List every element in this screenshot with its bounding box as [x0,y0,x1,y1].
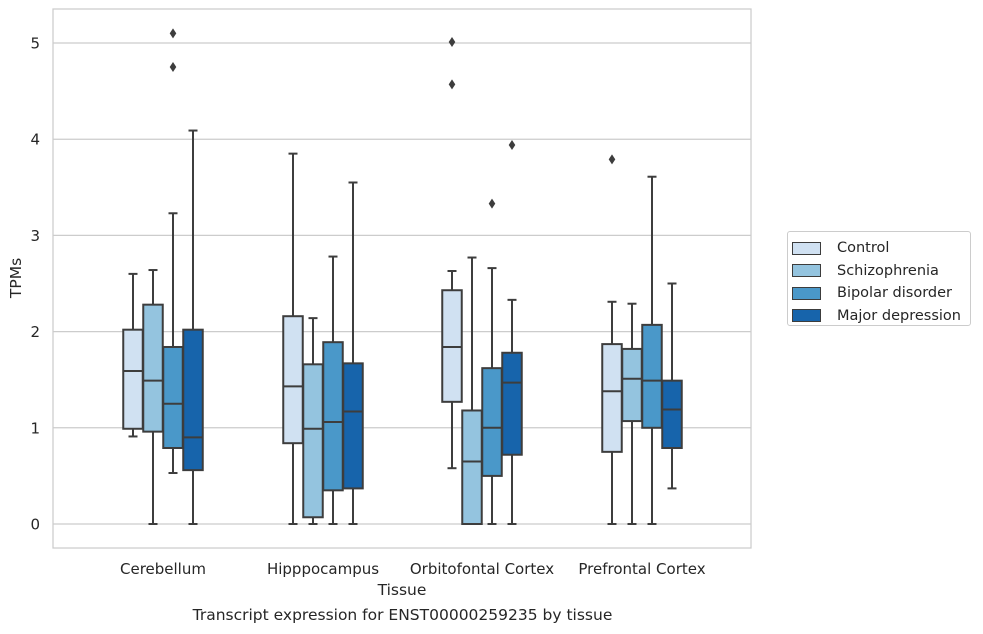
box-bipolar-disorder [481,198,503,525]
box-schizophrenia [621,302,643,525]
box-schizophrenia [142,269,164,525]
box-schizophrenia [461,256,483,526]
x-tick-label: Orbitofontal Cortex [410,560,554,578]
iqr-box [342,362,364,490]
x-tick-label: Cerebellum [120,560,206,578]
outlier-point [448,79,456,90]
x-tick-label: Hipppocampus [267,560,379,578]
iqr-box [641,323,663,429]
box-control [601,154,623,525]
plot-frame [52,8,752,549]
outlier-point [488,198,496,209]
box-bipolar-disorder [322,255,344,525]
box-control [441,37,463,470]
outlier-point [169,62,177,73]
y-tick-label: 0 [30,516,40,534]
box-major-depression [501,139,523,525]
iqr-box [162,345,184,450]
box-major-depression [661,282,683,490]
box-major-depression [182,129,204,525]
legend-item-control: Control [792,237,970,260]
iqr-box [501,351,523,456]
iqr-box [481,367,503,477]
legend-label-major-depression: Major depression [837,307,961,324]
outlier-point [608,154,616,165]
y-tick-label: 1 [30,419,40,437]
legend-item-schizophrenia: Schizophrenia [792,260,970,283]
boxes [122,28,683,526]
y-tick-label: 2 [30,323,40,341]
iqr-box [601,343,623,453]
legend-label-control: Control [837,240,890,257]
legend-label-schizophrenia: Schizophrenia [837,262,939,279]
box-bipolar-disorder [162,28,184,475]
iqr-box [661,379,683,450]
legend-item-bipolar-disorder: Bipolar disorder [792,282,970,305]
chart-caption: Transcript expression for ENST0000025923… [192,606,613,624]
y-tick-label: 3 [30,227,40,245]
x-axis-label: Tissue [377,581,427,599]
iqr-box [461,409,483,526]
box-bipolar-disorder [641,175,663,525]
y-axis-label: TPMs [7,258,25,299]
outlier-point [448,37,456,48]
legend-swatch-control [792,241,821,255]
gridlines [53,42,751,525]
legend-swatch-bipolar-disorder [792,286,821,300]
axis-ticks: 0 1 2 3 4 5 Cerebellum Hipppocampus Orbitofontal… [30,35,705,579]
iqr-box [302,363,324,519]
outlier-point [169,28,177,39]
outlier-point [508,139,516,150]
y-tick-label: 4 [30,131,40,149]
y-tick-label: 5 [30,35,40,53]
box-schizophrenia [302,317,324,525]
iqr-box [282,315,304,445]
legend: Control Schizophrenia Bipolar disorder M… [787,231,971,326]
legend-swatch-major-depression [792,309,821,323]
iqr-box [182,328,204,472]
box-major-depression [342,181,364,525]
iqr-box [142,303,164,433]
legend-label-bipolar-disorder: Bipolar disorder [837,285,952,302]
box-control [122,272,144,438]
legend-item-major-depression: Major depression [792,305,970,328]
iqr-box [122,328,144,430]
x-tick-label: Prefrontal Cortex [578,560,705,578]
box-control [282,152,304,525]
iqr-box [621,347,643,423]
legend-swatch-schizophrenia [792,264,821,278]
iqr-box [322,341,344,492]
